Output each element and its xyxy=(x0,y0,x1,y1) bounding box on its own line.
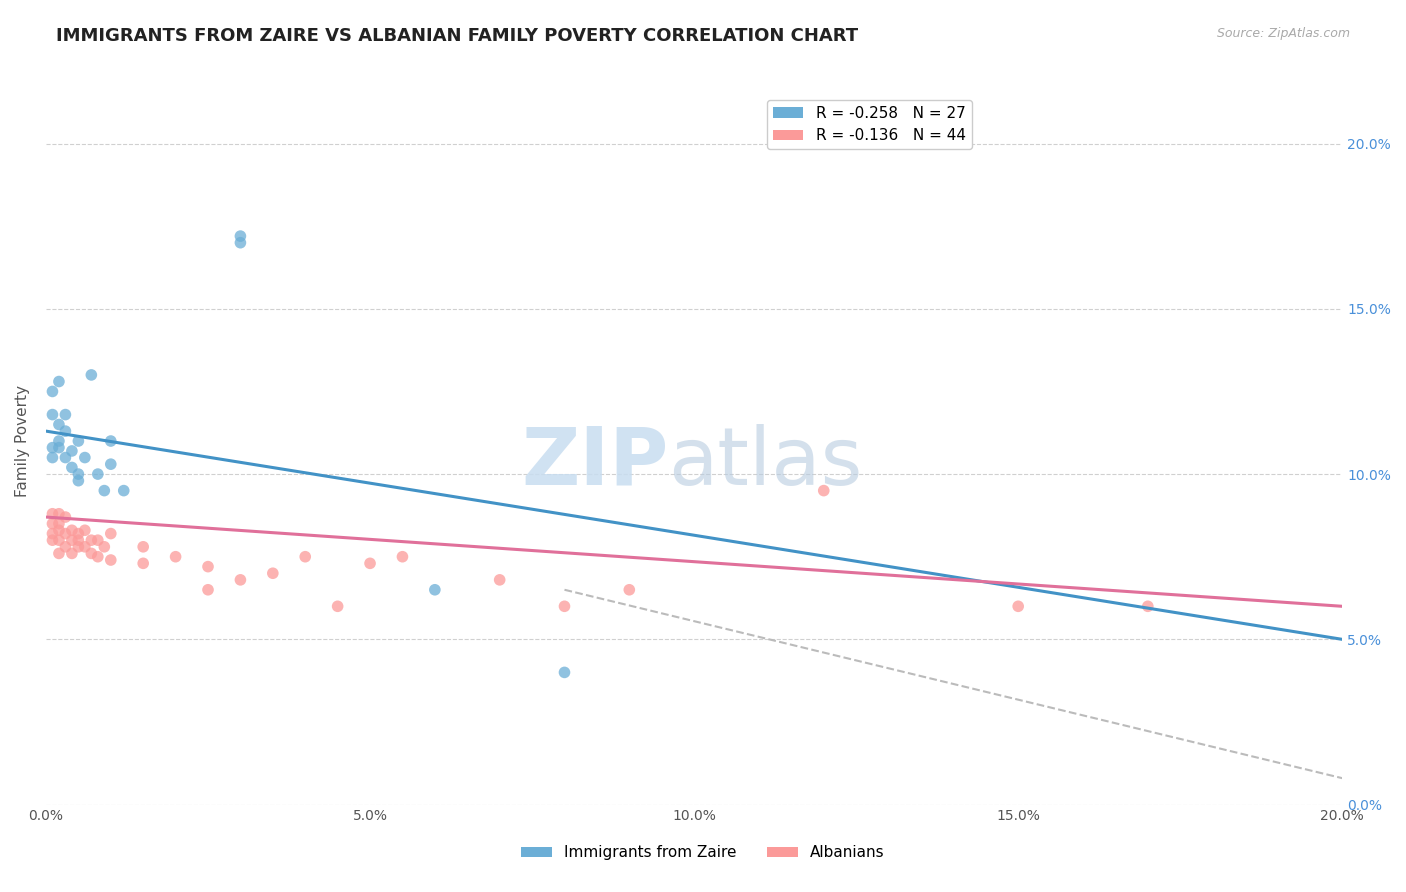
Text: atlas: atlas xyxy=(668,424,862,502)
Point xyxy=(67,533,90,548)
Point xyxy=(55,424,77,438)
Point xyxy=(67,474,90,488)
Point xyxy=(813,483,835,498)
Point xyxy=(229,235,252,250)
Point xyxy=(132,540,155,554)
Point xyxy=(41,408,63,422)
Point xyxy=(60,546,83,560)
Point xyxy=(80,368,103,382)
Point xyxy=(48,523,70,537)
Point xyxy=(1007,599,1029,614)
Point xyxy=(93,483,115,498)
Y-axis label: Family Poverty: Family Poverty xyxy=(15,385,30,497)
Point xyxy=(41,507,63,521)
Point xyxy=(197,559,219,574)
Point xyxy=(48,441,70,455)
Point xyxy=(55,510,77,524)
Point xyxy=(48,516,70,531)
Point xyxy=(48,546,70,560)
Point xyxy=(87,533,110,548)
Point xyxy=(73,523,96,537)
Point xyxy=(294,549,316,564)
Point xyxy=(262,566,284,581)
Point xyxy=(132,557,155,571)
Legend: Immigrants from Zaire, Albanians: Immigrants from Zaire, Albanians xyxy=(515,839,891,866)
Point xyxy=(41,384,63,399)
Point xyxy=(359,557,381,571)
Point xyxy=(100,457,122,471)
Point xyxy=(1136,599,1159,614)
Point xyxy=(488,573,510,587)
Text: Source: ZipAtlas.com: Source: ZipAtlas.com xyxy=(1216,27,1350,40)
Point xyxy=(48,507,70,521)
Point xyxy=(48,417,70,432)
Point xyxy=(553,599,575,614)
Point xyxy=(48,533,70,548)
Point xyxy=(55,450,77,465)
Point xyxy=(48,434,70,448)
Point xyxy=(423,582,446,597)
Point xyxy=(391,549,413,564)
Point xyxy=(67,540,90,554)
Point xyxy=(112,483,135,498)
Point xyxy=(100,553,122,567)
Point xyxy=(67,434,90,448)
Point xyxy=(55,526,77,541)
Point xyxy=(41,441,63,455)
Point xyxy=(41,533,63,548)
Point xyxy=(55,408,77,422)
Point xyxy=(100,526,122,541)
Point xyxy=(60,533,83,548)
Point xyxy=(41,526,63,541)
Point xyxy=(93,540,115,554)
Point xyxy=(48,375,70,389)
Point xyxy=(73,540,96,554)
Point xyxy=(55,540,77,554)
Point xyxy=(67,467,90,481)
Text: IMMIGRANTS FROM ZAIRE VS ALBANIAN FAMILY POVERTY CORRELATION CHART: IMMIGRANTS FROM ZAIRE VS ALBANIAN FAMILY… xyxy=(56,27,859,45)
Point xyxy=(197,582,219,597)
Point xyxy=(229,229,252,244)
Point xyxy=(80,533,103,548)
Point xyxy=(87,467,110,481)
Point xyxy=(326,599,349,614)
Point xyxy=(165,549,187,564)
Point xyxy=(619,582,641,597)
Point xyxy=(60,444,83,458)
Point xyxy=(100,434,122,448)
Point xyxy=(87,549,110,564)
Point xyxy=(229,573,252,587)
Text: ZIP: ZIP xyxy=(522,424,668,502)
Point xyxy=(41,516,63,531)
Legend: R = -0.258   N = 27, R = -0.136   N = 44: R = -0.258 N = 27, R = -0.136 N = 44 xyxy=(766,100,972,150)
Point xyxy=(80,546,103,560)
Point xyxy=(41,450,63,465)
Point xyxy=(73,450,96,465)
Point xyxy=(67,526,90,541)
Point xyxy=(60,460,83,475)
Point xyxy=(553,665,575,680)
Point xyxy=(60,523,83,537)
